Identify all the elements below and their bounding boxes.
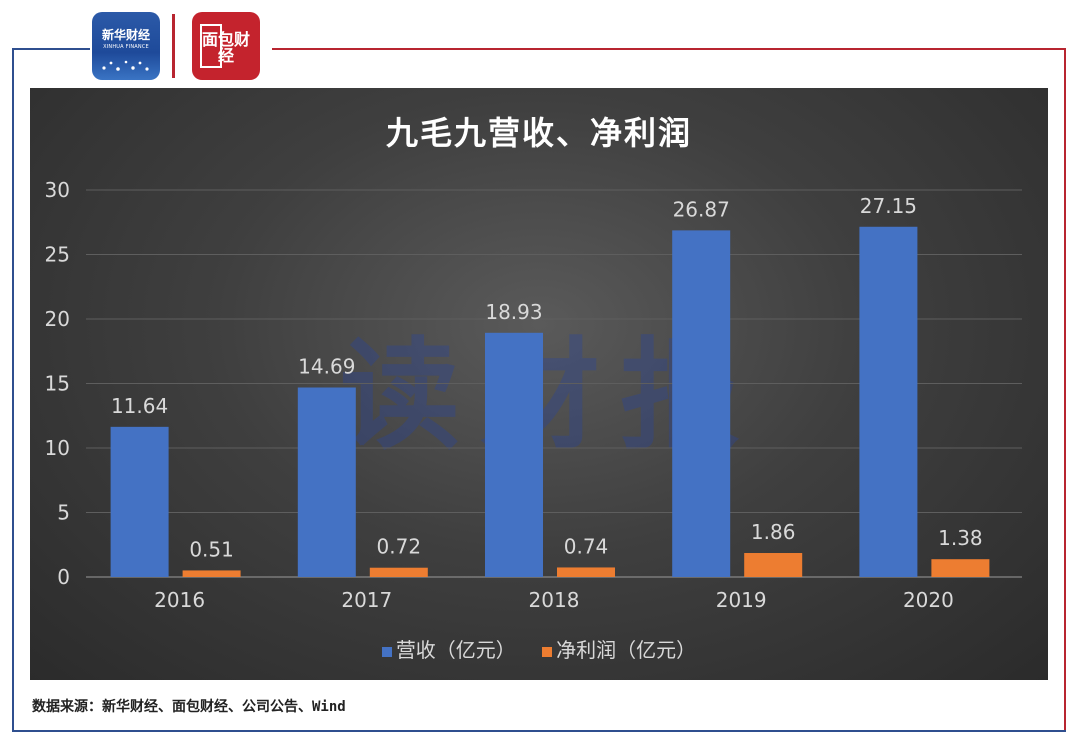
data-label-profit: 1.86 xyxy=(751,520,796,544)
data-label-revenue: 18.93 xyxy=(485,300,542,324)
xinhua-finance-logo: 新华财经 XINHUA FINANCE xyxy=(92,12,160,80)
bar-profit xyxy=(369,567,428,577)
data-label-revenue: 27.15 xyxy=(860,194,917,218)
legend-item-profit: 净利润（亿元） xyxy=(542,634,696,663)
xinhua-logo-cn: 新华财经 xyxy=(101,28,150,42)
chart-legend: 营收（亿元） 净利润（亿元） xyxy=(30,634,1048,663)
data-label-profit: 1.38 xyxy=(938,526,983,550)
y-tick-label: 15 xyxy=(45,372,70,396)
data-label-revenue: 11.64 xyxy=(111,394,168,418)
bar-profit xyxy=(182,570,241,577)
y-tick-label: 20 xyxy=(45,307,70,331)
y-tick-label: 10 xyxy=(45,436,70,460)
bar-revenue xyxy=(859,226,918,577)
bar-profit xyxy=(744,553,803,577)
source-note: 数据来源：新华财经、面包财经、公司公告、Wind xyxy=(32,699,346,715)
logo-divider xyxy=(172,14,175,78)
y-tick-label: 5 xyxy=(57,501,70,525)
frame-left-line xyxy=(12,48,14,732)
legend-label-profit: 净利润（亿元） xyxy=(556,638,697,662)
xinhua-logo-en: XINHUA FINANCE xyxy=(103,44,149,50)
legend-swatch-revenue xyxy=(381,646,392,657)
chart-panel: 读财报 九毛九营收、净利润 0 5 10 15 20 25 30 11.64 0.51 2016 1… xyxy=(30,88,1048,680)
frame-top-left-line xyxy=(12,48,90,50)
mianbao-finance-logo: 面包财经 xyxy=(192,12,260,80)
frame-top-right-line xyxy=(272,48,1066,50)
bar-revenue xyxy=(672,230,731,577)
bar-revenue xyxy=(297,387,356,577)
data-label-profit: 0.72 xyxy=(377,535,422,559)
x-tick-label: 2017 xyxy=(341,588,392,612)
y-tick-label: 25 xyxy=(45,243,70,267)
bar-revenue xyxy=(485,332,543,577)
x-tick-label: 2020 xyxy=(903,588,954,612)
legend-swatch-profit xyxy=(542,646,553,657)
x-tick-label: 2018 xyxy=(529,588,580,612)
mianbao-logo-text: 面包财经 xyxy=(201,30,250,65)
y-tick-label: 0 xyxy=(57,565,70,589)
xinhua-logo-dots xyxy=(102,60,149,71)
x-tick-label: 2016 xyxy=(154,588,205,612)
bar-revenue xyxy=(110,426,169,577)
bar-profit xyxy=(557,567,615,577)
frame-bottom-line xyxy=(12,730,1066,732)
data-label-profit: 0.51 xyxy=(189,537,234,561)
y-tick-label: 30 xyxy=(45,178,70,202)
data-label-profit: 0.74 xyxy=(564,534,609,558)
legend-item-revenue: 营收（亿元） xyxy=(381,634,516,663)
frame-right-line xyxy=(1064,48,1066,732)
bar-profit xyxy=(931,559,990,577)
chart-plot: 0 5 10 15 20 25 30 11.64 0.51 2016 14.69 0.72 2017 18… xyxy=(45,178,1022,612)
data-label-revenue: 14.69 xyxy=(298,354,355,378)
chart-title: 九毛九营收、净利润 xyxy=(385,114,692,152)
x-tick-label: 2019 xyxy=(716,588,767,612)
data-label-revenue: 26.87 xyxy=(673,197,730,221)
mianbao-logo-box xyxy=(200,24,222,68)
legend-label-revenue: 营收（亿元） xyxy=(395,638,516,662)
